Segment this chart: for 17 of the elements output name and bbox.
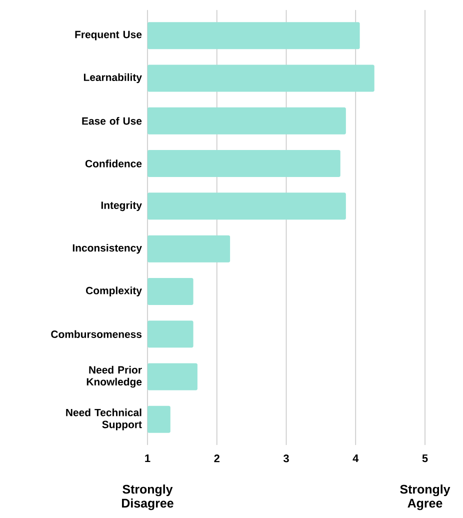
y-tick-label: Inconsistency [72,244,142,254]
x-tick-label: 3 [283,454,289,462]
y-tick-label: Confidence [85,160,142,168]
y-tick-label: Ease of Use [82,117,142,125]
y-tick-label: Integrity [101,201,142,212]
text: Strongly Agree [400,484,450,510]
y-tick-label: Combursomeness [51,330,142,338]
y-tick-label: Need Technical Support [66,408,142,430]
x-tick-label: 2 [214,454,220,462]
y-tick-label: Frequent Use [75,30,142,40]
x-tick-label: 1 [145,454,150,462]
x-tick-label: 4 [352,454,359,462]
x-tick-label: 5 [422,454,428,462]
y-tick-label: Complexity [86,286,142,296]
text: Strongly Disagree [122,484,174,510]
y-tick-label: Learnability [84,73,142,84]
y-tick-label: Need Prior Knowledge [86,366,142,388]
